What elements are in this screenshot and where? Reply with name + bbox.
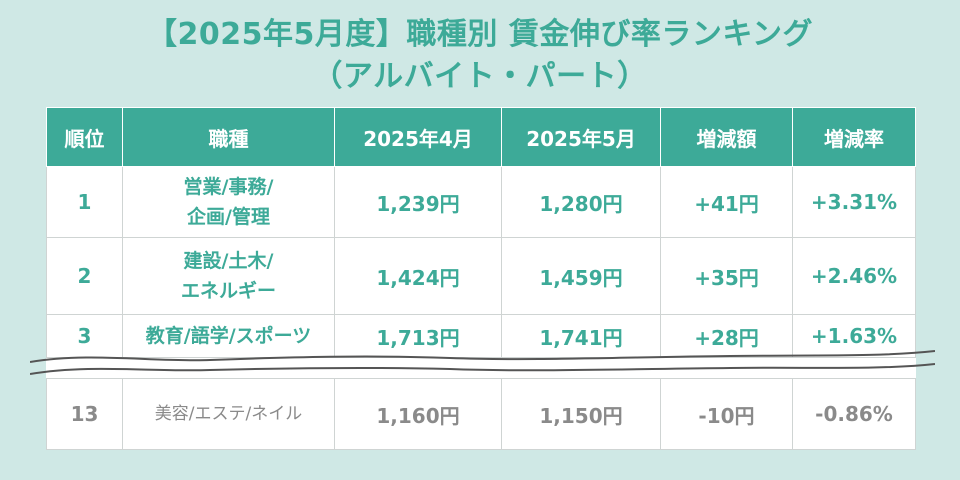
diff-cell: +41円 <box>660 166 793 238</box>
header-row: 順位 職種 2025年4月 2025年5月 増減額 増減率 <box>46 107 916 167</box>
title-line1: 【2025年5月度】職種別 賃金伸び率ランキング <box>147 17 813 52</box>
rate-cell: +2.46% <box>792 237 916 315</box>
diff-cell: +35円 <box>660 237 793 315</box>
wave-line-top <box>30 350 935 363</box>
april-wage-cell: 1,239円 <box>334 166 502 238</box>
title-line2: （アルバイト・パート） <box>312 59 648 94</box>
may-wage-cell: 1,459円 <box>501 237 661 315</box>
header-job: 職種 <box>122 107 335 167</box>
table-row: 2 建設/土木/ エネルギー 1,424円 1,459円 +35円 +2.46% <box>46 237 916 315</box>
header-rate: 増減率 <box>792 107 916 167</box>
omission-wave-divider <box>30 350 935 375</box>
job-cell: 教育/語学/スポーツ <box>122 314 335 358</box>
job-cell: 建設/土木/ エネルギー <box>122 237 335 315</box>
table-row: 13 美容/エステ/ネイル 1,160円 1,150円 -10円 -0.86% <box>46 378 916 450</box>
rank-cell: 2 <box>46 237 123 315</box>
job-cell: 営業/事務/ 企画/管理 <box>122 166 335 238</box>
rank-cell: 1 <box>46 166 123 238</box>
job-label-line1: 建設/土木/ <box>183 250 274 272</box>
job-cell: 美容/エステ/ネイル <box>122 378 335 450</box>
may-wage-cell: 1,280円 <box>501 166 661 238</box>
rank-cell: 13 <box>46 378 123 450</box>
header-april: 2025年4月 <box>334 107 502 167</box>
job-label-line2: 企画/管理 <box>187 206 270 228</box>
header-rank: 順位 <box>46 107 123 167</box>
rank-cell: 3 <box>46 314 123 358</box>
april-wage-cell: 1,160円 <box>334 378 502 450</box>
wave-line-bottom <box>30 363 935 375</box>
may-wage-cell: 1,741円 <box>501 314 661 358</box>
header-may: 2025年5月 <box>501 107 661 167</box>
job-label-line1: 営業/事務/ <box>183 176 274 198</box>
header-diff: 増減額 <box>660 107 793 167</box>
diff-cell: -10円 <box>660 378 793 450</box>
rate-cell: +1.63% <box>792 314 916 358</box>
table-row: 1 営業/事務/ 企画/管理 1,239円 1,280円 +41円 +3.31% <box>46 166 916 238</box>
table-row: 3 教育/語学/スポーツ 1,713円 1,741円 +28円 +1.63% <box>46 314 916 358</box>
ranking-table: 順位 職種 2025年4月 2025年5月 増減額 増減率 1 営業/事務/ 企… <box>46 107 916 450</box>
diff-cell: +28円 <box>660 314 793 358</box>
page-title: 【2025年5月度】職種別 賃金伸び率ランキング （アルバイト・パート） <box>0 14 960 98</box>
may-wage-cell: 1,150円 <box>501 378 661 450</box>
rate-cell: -0.86% <box>792 378 916 450</box>
april-wage-cell: 1,424円 <box>334 237 502 315</box>
april-wage-cell: 1,713円 <box>334 314 502 358</box>
rate-cell: +3.31% <box>792 166 916 238</box>
job-label-line2: エネルギー <box>180 280 276 302</box>
